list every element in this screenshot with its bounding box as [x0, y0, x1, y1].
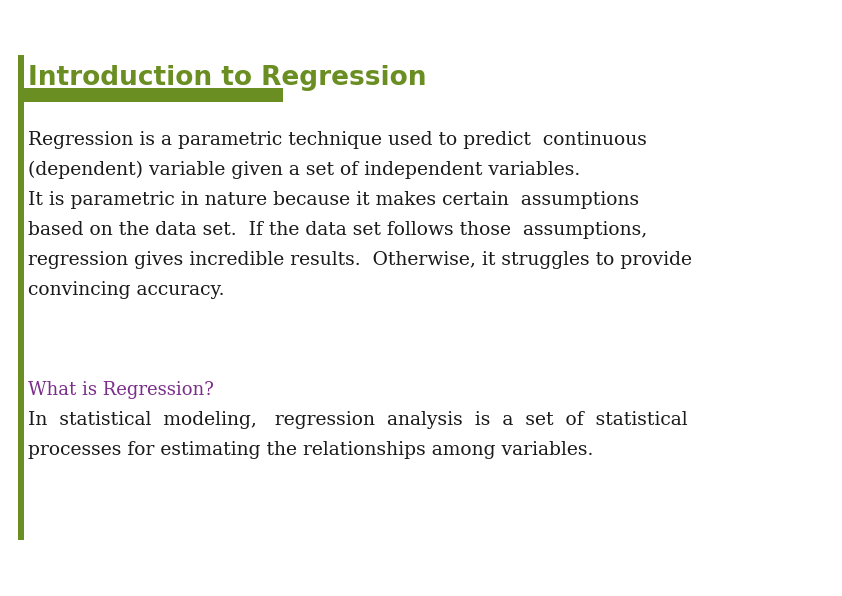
Bar	[18, 88, 283, 102]
Text: based on the data set.  If the data set follows those  assumptions,: based on the data set. If the data set f…	[28, 221, 647, 239]
Text: Regression is a parametric technique used to predict  continuous: Regression is a parametric technique use…	[28, 131, 647, 149]
Text: Introduction to Regression: Introduction to Regression	[28, 65, 427, 91]
Text: processes for estimating the relationships among variables.: processes for estimating the relationshi…	[28, 441, 594, 459]
Text: It is parametric in nature because it makes certain  assumptions: It is parametric in nature because it ma…	[28, 191, 639, 209]
Bar	[18, 55, 24, 540]
Text: In  statistical  modeling,   regression  analysis  is  a  set  of  statistical: In statistical modeling, regression anal…	[28, 411, 688, 429]
Text: convincing accuracy.: convincing accuracy.	[28, 281, 225, 299]
Text: regression gives incredible results.  Otherwise, it struggles to provide: regression gives incredible results. Oth…	[28, 251, 692, 269]
Text: (dependent) variable given a set of independent variables.: (dependent) variable given a set of inde…	[28, 161, 580, 179]
Text: What is Regression?: What is Regression?	[28, 381, 214, 399]
